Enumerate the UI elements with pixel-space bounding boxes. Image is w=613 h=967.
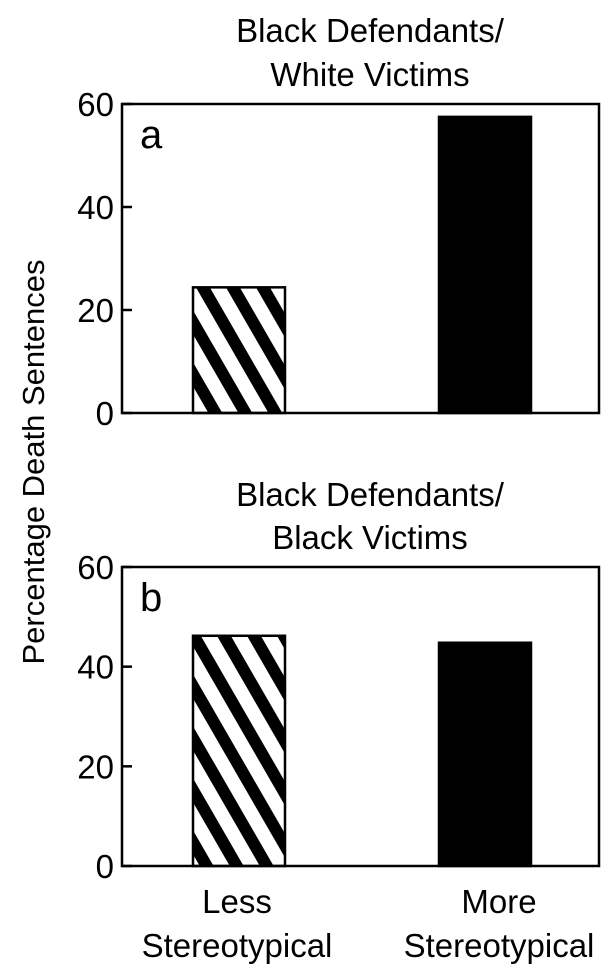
category-label-less: Less — [202, 883, 272, 920]
y-tick-label-a-40: 40 — [77, 189, 114, 226]
y-tick-label-a-60: 60 — [77, 86, 114, 123]
panel-b: Black Defendants/Black Victims 0 20 40 60 b — [77, 476, 601, 885]
bar-a-less — [191, 286, 287, 415]
panel-b-frame — [120, 565, 601, 868]
y-axis-label: Percentage Death Sentences — [16, 260, 51, 665]
bar-b-more — [437, 641, 533, 868]
category-label-more: Stereotypical — [404, 927, 595, 964]
category-label-more: More — [461, 883, 536, 920]
y-tick-label-a-20: 20 — [77, 292, 114, 329]
y-tick-label-b-60: 60 — [77, 549, 114, 586]
panel-letter-b: b — [140, 576, 162, 620]
panel-b-title-line: Black Defendants/ — [236, 476, 505, 513]
panel-a-title-line: Black Defendants/ — [236, 12, 505, 49]
panel-a-title-line: White Victims — [270, 56, 469, 93]
y-tick-label-b-0: 0 — [96, 848, 114, 885]
chart-panels: Black Defendants/White Victims0204060aBl… — [77, 12, 601, 885]
y-tick-label-b-20: 20 — [77, 748, 114, 785]
panel-b-title-line: Black Victims — [272, 519, 468, 556]
y-tick-label-a-0: 0 — [96, 395, 114, 432]
category-label-less: Stereotypical — [142, 927, 333, 964]
bar-a-more — [437, 115, 533, 415]
y-tick-label-b-40: 40 — [77, 649, 114, 686]
panel-a: Black Defendants/White Victims 0 20 40 60 a — [77, 12, 601, 432]
panel-a-frame — [120, 102, 601, 415]
x-category-labels: Less Stereotypical More Stereotypical — [142, 883, 595, 964]
bar-b-less — [191, 634, 287, 868]
panel-letter-a: a — [140, 113, 163, 157]
